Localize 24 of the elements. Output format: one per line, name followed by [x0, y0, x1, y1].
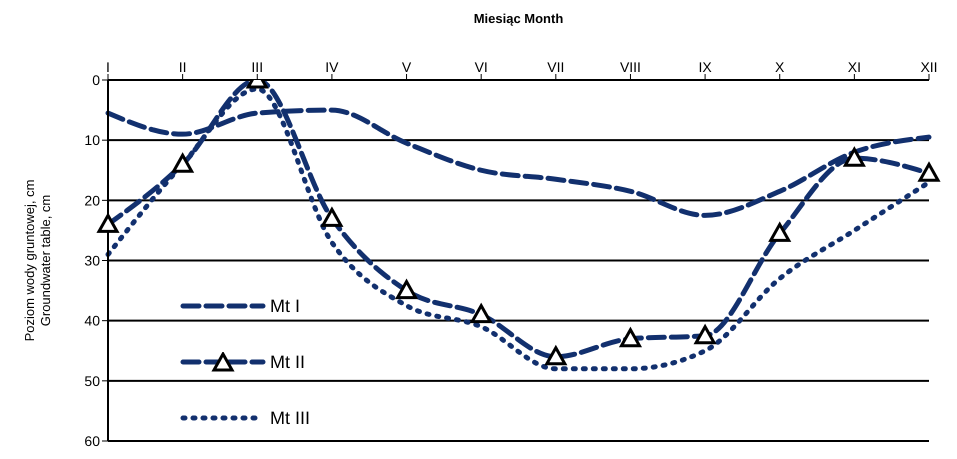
- y-tick-label: 60: [84, 432, 100, 449]
- x-tick-label: X: [775, 59, 786, 75]
- legend-label: Mt I: [270, 296, 300, 316]
- legend-label: Mt II: [270, 352, 305, 372]
- x-tick-label: IX: [698, 59, 712, 75]
- x-tick-label: VIII: [620, 59, 641, 75]
- x-tick-label: VII: [547, 59, 564, 75]
- y-tick-label: 40: [84, 312, 100, 329]
- x-tick-label: III: [251, 59, 264, 75]
- x-tick-label: XI: [848, 59, 861, 75]
- x-tick-label: VI: [474, 59, 488, 75]
- x-tick-label: II: [178, 59, 187, 75]
- legend-label: Mt III: [270, 408, 310, 428]
- x-tick-label: XII: [920, 59, 938, 75]
- y-tick-label: 10: [84, 132, 100, 148]
- x-axis-title: Miesiąc Month: [474, 11, 564, 26]
- y-tick-label: 20: [84, 192, 100, 208]
- x-tick-label: I: [106, 59, 110, 75]
- y-tick-label: 0: [92, 72, 100, 88]
- x-tick-label: IV: [325, 59, 340, 75]
- y-axis-title: Poziom wody gruntowej, cm Groundwater table, cm: [22, 180, 53, 342]
- y-tick-label: 30: [84, 252, 100, 268]
- y-tick-label: 50: [84, 372, 100, 389]
- x-tick-label: V: [402, 59, 412, 75]
